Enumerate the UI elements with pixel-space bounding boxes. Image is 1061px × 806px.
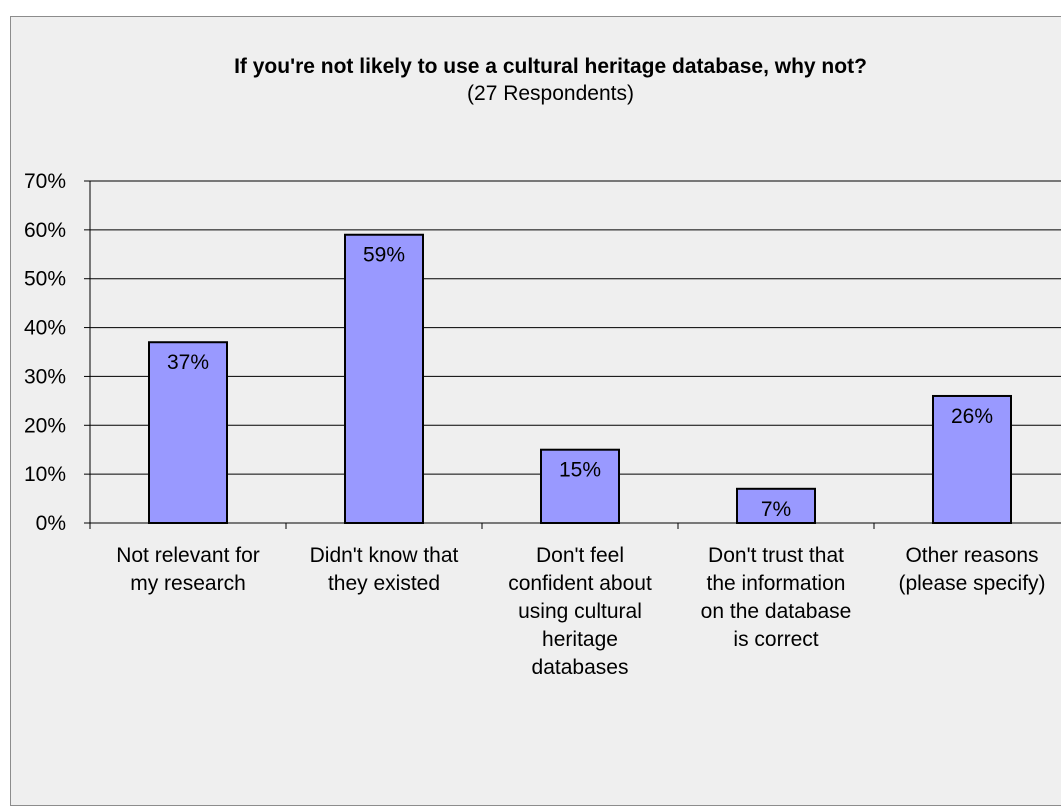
data-label: 7% [761,498,791,521]
y-tick-label: 70% [24,170,66,193]
x-category-label-line: using cultural [518,600,642,623]
x-category-label: Didn't know that they existed [310,544,459,595]
x-category-label: Don't feel confident about using cultural h… [508,544,652,679]
x-category-label-line: on the database [701,600,852,623]
chart-title: If you're not likely to use a cultural h… [234,55,867,78]
data-label: 59% [363,244,405,267]
bar [932,394,1012,525]
data-label: 15% [559,459,601,482]
y-tick-label: 40% [24,317,66,340]
x-category-label-line: Other reasons [905,544,1038,567]
x-category-label: Don't trust that the information on the da… [701,544,852,651]
x-category-label: Not relevant for my research [116,544,260,595]
y-tick-label: 20% [24,414,66,437]
x-category-label-line: Not relevant for [116,544,260,567]
chart-subtitle: (27 Respondents) [467,82,634,105]
x-category-label-line: they existed [328,572,440,595]
x-category-label-line: the information [707,572,846,595]
bar [540,448,620,525]
x-category-label-line: (please specify) [898,572,1045,595]
x-category-label: Other reasons (please specify) [898,544,1045,595]
data-label: 37% [167,351,209,374]
bar [344,233,424,524]
y-tick-label: 10% [24,463,66,486]
y-tick-label: 0% [36,512,66,535]
x-category-label-line: heritage [542,628,618,651]
x-category-label-line: databases [532,656,629,679]
x-category-label-line: my research [130,572,246,595]
x-category-label-line: is correct [733,628,818,651]
x-category-label-line: Don't trust that [708,544,844,567]
x-category-label-line: confident about [508,572,652,595]
x-category-label-line: Don't feel [536,544,624,567]
y-tick-label: 50% [24,268,66,291]
y-tick-label: 30% [24,365,66,388]
bar [736,487,816,524]
x-category-label-line: Didn't know that [310,544,459,567]
bar [148,341,228,524]
y-tick-label: 60% [24,219,66,242]
data-label: 26% [951,405,993,428]
